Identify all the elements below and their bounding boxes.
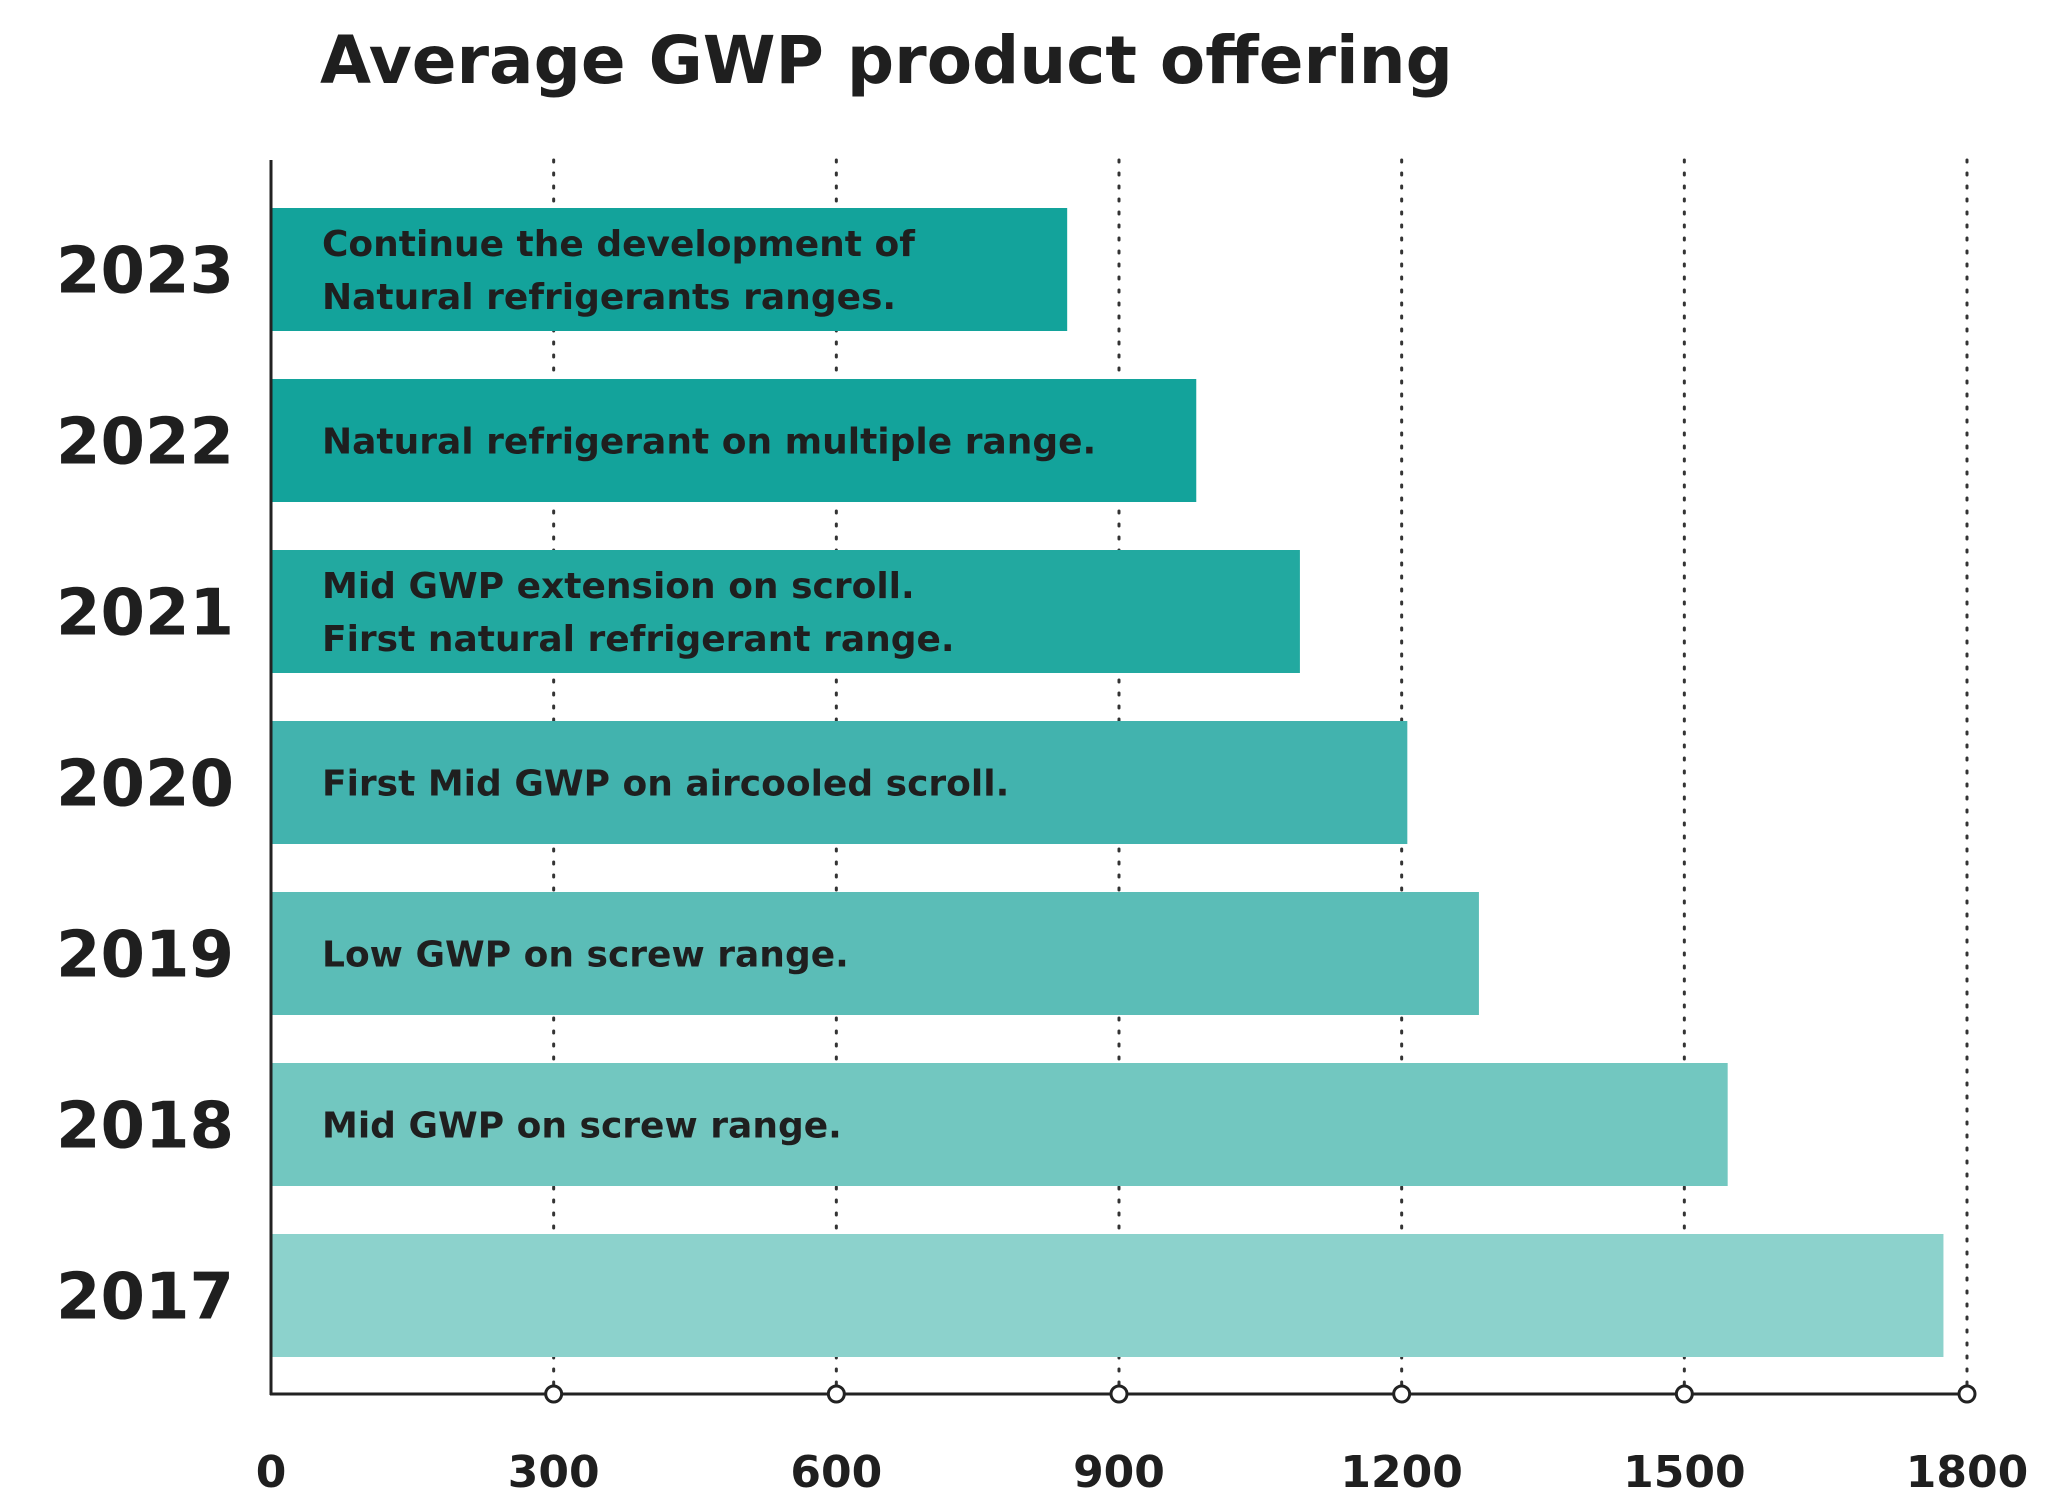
y-tick-label-2019: 2019 bbox=[56, 919, 234, 993]
bar-2018 bbox=[271, 1063, 1728, 1186]
y-tick-label-2017: 2017 bbox=[56, 1261, 234, 1335]
x-axis-labels: 0 300 600 900 1200 1500 1800 bbox=[256, 1447, 2029, 1498]
bar-annotation-2023-2: Natural refrigerants ranges. bbox=[322, 277, 896, 318]
axes bbox=[269, 160, 1977, 1404]
y-tick-label-2021: 2021 bbox=[56, 577, 234, 651]
bars: Continue the development of Natural refri… bbox=[271, 208, 1944, 1357]
x-tick-label-600: 600 bbox=[790, 1447, 882, 1498]
x-tick-label-900: 900 bbox=[1073, 1447, 1165, 1498]
bar-annotation-2021-1: Mid GWP extension on scroll. bbox=[322, 566, 915, 607]
x-tick-label-0: 0 bbox=[256, 1447, 287, 1498]
x-tick-marker-1500 bbox=[1674, 1384, 1694, 1404]
x-tick-label-1200: 1200 bbox=[1340, 1447, 1462, 1498]
x-tick-marker-300 bbox=[544, 1384, 564, 1404]
y-tick-label-2020: 2020 bbox=[56, 748, 234, 822]
bar-annotation-2018-1: Mid GWP on screw range. bbox=[322, 1106, 842, 1147]
bar-2019 bbox=[271, 892, 1479, 1015]
x-tick-marker-1800 bbox=[1957, 1384, 1977, 1404]
x-tick-marker-600 bbox=[826, 1384, 846, 1404]
x-tick-marker-1200 bbox=[1392, 1384, 1412, 1404]
bar-2020 bbox=[271, 721, 1408, 844]
bar-annotation-2022-1: Natural refrigerant on multiple range. bbox=[322, 422, 1096, 463]
bar-annotation-2023-1: Continue the development of bbox=[322, 224, 915, 265]
y-tick-label-2018: 2018 bbox=[56, 1090, 234, 1164]
bar-annotation-2020-1: First Mid GWP on aircooled scroll. bbox=[322, 764, 1009, 805]
x-tick-label-1800: 1800 bbox=[1906, 1447, 2028, 1498]
x-tick-label-1500: 1500 bbox=[1623, 1447, 1745, 1498]
bar-2023 bbox=[271, 208, 1068, 331]
bar-annotation-2021-2: First natural refrigerant range. bbox=[322, 619, 955, 660]
y-tick-label-2023: 2023 bbox=[56, 235, 234, 309]
y-tick-label-2022: 2022 bbox=[56, 406, 234, 480]
x-tick-label-300: 300 bbox=[508, 1447, 600, 1498]
gridlines bbox=[552, 158, 1969, 1396]
bar-annotation-2019-1: Low GWP on screw range. bbox=[322, 935, 849, 976]
y-axis-labels: 2023 2022 2021 2020 2019 2018 2017 bbox=[56, 235, 234, 1335]
bar-2021 bbox=[271, 550, 1300, 673]
x-tick-marker-900 bbox=[1109, 1384, 1129, 1404]
bar-2017 bbox=[271, 1234, 1944, 1357]
bar-2022 bbox=[271, 379, 1197, 502]
chart-title: Average GWP product offering bbox=[320, 22, 1453, 99]
